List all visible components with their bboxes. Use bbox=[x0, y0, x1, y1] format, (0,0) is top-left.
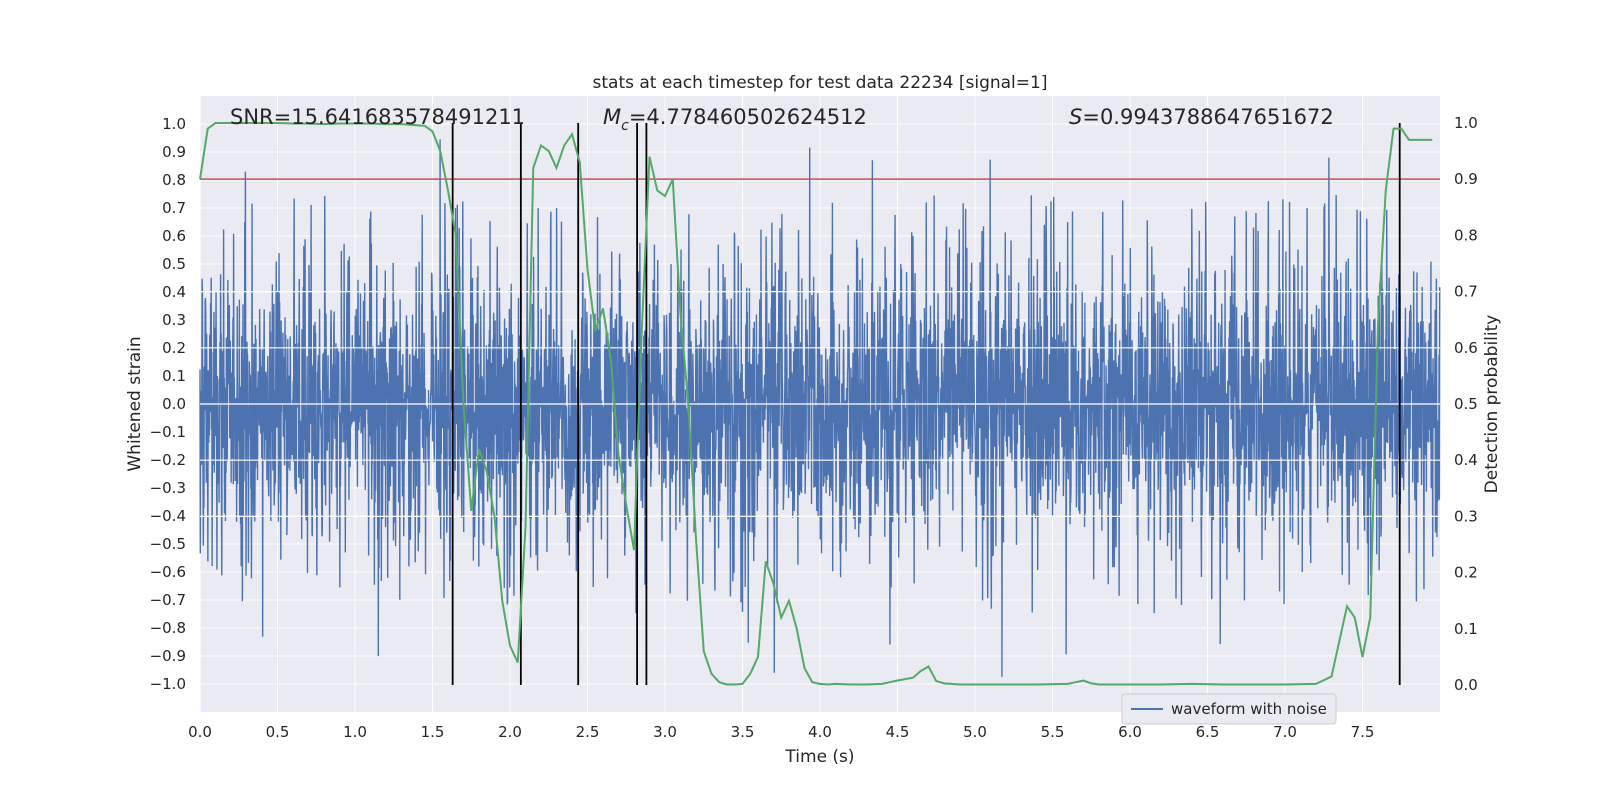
y-tick-label: 1.0 bbox=[162, 115, 186, 133]
y-tick-label: −0.5 bbox=[150, 535, 186, 553]
x-tick-label: 1.5 bbox=[421, 723, 445, 741]
y-tick-label: −0.9 bbox=[150, 647, 186, 665]
probability-line bbox=[199, 121, 1433, 686]
x-tick-label: 5.0 bbox=[963, 723, 987, 741]
y2-tick-label: 0.9 bbox=[1454, 170, 1478, 188]
x-axis-label: Time (s) bbox=[784, 747, 854, 767]
y-tick-label: 0.0 bbox=[162, 395, 186, 413]
y-tick-label: 0.5 bbox=[162, 255, 186, 273]
y-tick-label: −0.8 bbox=[150, 619, 186, 637]
chart-title: stats at each timestep for test data 222… bbox=[593, 73, 1048, 93]
y2-tick-label: 0.4 bbox=[1454, 451, 1478, 469]
y-tick-label: −0.3 bbox=[150, 479, 186, 497]
x-tick-label: 6.0 bbox=[1118, 723, 1142, 741]
y-tick-label: 0.2 bbox=[162, 339, 186, 357]
y2-tick-label: 0.6 bbox=[1454, 339, 1478, 357]
legend: waveform with noise bbox=[1121, 693, 1337, 725]
y-tick-label: −0.4 bbox=[150, 507, 186, 525]
y2-tick-label: 0.2 bbox=[1454, 564, 1478, 582]
y2-tick-label: 0.3 bbox=[1454, 507, 1478, 525]
y2-axis-label: Detection probability bbox=[1482, 315, 1502, 494]
y-tick-label: 0.7 bbox=[162, 199, 186, 217]
y-tick-label: 0.8 bbox=[162, 171, 186, 189]
x-tick-label: 3.0 bbox=[653, 723, 677, 741]
y-tick-label: 0.9 bbox=[162, 143, 186, 161]
x-tick-label: 7.0 bbox=[1273, 723, 1297, 741]
score-annotation: S=0.9943788647651672 bbox=[1069, 105, 1334, 129]
x-tick-label: 4.0 bbox=[808, 723, 832, 741]
x-tick-label: 4.5 bbox=[886, 723, 910, 741]
y-axis-label: Whitened strain bbox=[125, 336, 145, 471]
x-tick-label: 1.0 bbox=[343, 723, 367, 741]
y2-tick-label: 0.7 bbox=[1454, 283, 1478, 301]
y-tick-label: −0.1 bbox=[150, 423, 186, 441]
y-tick-label: 0.3 bbox=[162, 311, 186, 329]
x-tick-label: 7.5 bbox=[1351, 723, 1375, 741]
y-tick-label: 0.4 bbox=[162, 283, 186, 301]
y2-tick-label: 0.1 bbox=[1454, 620, 1478, 638]
x-tick-label: 5.5 bbox=[1041, 723, 1065, 741]
x-tick-label: 2.5 bbox=[576, 723, 600, 741]
waveform-line bbox=[199, 139, 1441, 677]
y-tick-label: −1.0 bbox=[150, 675, 186, 693]
y2-tick-label: 0.8 bbox=[1454, 226, 1478, 244]
y2-tick-label: 0.0 bbox=[1454, 676, 1478, 694]
y-tick-label: −0.2 bbox=[150, 451, 186, 469]
x-tick-label: 0.5 bbox=[266, 723, 290, 741]
x-tick-label: 3.5 bbox=[731, 723, 755, 741]
y2-tick-label: 1.0 bbox=[1454, 114, 1478, 132]
chirp-mass-annotation: Mc=4.778460502624512 bbox=[603, 105, 867, 134]
y2-tick-label: 0.5 bbox=[1454, 395, 1478, 413]
x-tick-label: 2.0 bbox=[498, 723, 522, 741]
overlay-layer bbox=[199, 121, 1440, 686]
legend-label-waveform: waveform with noise bbox=[1171, 700, 1327, 718]
y-tick-label: −0.6 bbox=[150, 563, 186, 581]
x-tick-label: 0.0 bbox=[188, 723, 212, 741]
legend-box bbox=[1121, 693, 1337, 725]
y-tick-label: 0.6 bbox=[162, 227, 186, 245]
y-tick-label: 0.1 bbox=[162, 367, 186, 385]
waveform-series bbox=[199, 139, 1441, 677]
x-tick-label: 6.5 bbox=[1196, 723, 1220, 741]
snr-annotation: SNR=15.641683578491211 bbox=[230, 105, 525, 129]
tick-label-layer: 0.0 0.5 1.0 1.5 2.0 2.5 3.0 3.5 4.0 4.5 5.0 5.5 6.0 6… bbox=[150, 114, 1478, 741]
y-tick-label: −0.7 bbox=[150, 591, 186, 609]
